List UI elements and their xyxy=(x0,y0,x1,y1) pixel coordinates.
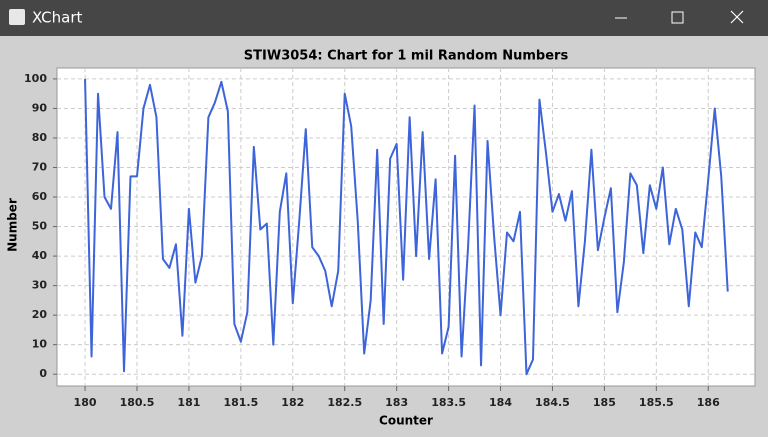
x-tick-label: 183.5 xyxy=(431,396,466,409)
y-tick-label: 0 xyxy=(39,367,47,380)
y-tick-label: 50 xyxy=(32,220,48,233)
app-icon xyxy=(9,9,25,25)
y-tick-label: 60 xyxy=(32,190,48,203)
x-tick-label: 180.5 xyxy=(120,396,155,409)
x-axis-title: Counter xyxy=(379,414,433,428)
y-tick-label: 40 xyxy=(32,249,48,262)
maximize-button[interactable] xyxy=(671,11,684,24)
x-tick-label: 181 xyxy=(177,396,200,409)
y-tick-label: 100 xyxy=(24,72,47,85)
x-tick-label: 185 xyxy=(593,396,616,409)
y-tick-label: 80 xyxy=(32,131,48,144)
close-button[interactable] xyxy=(730,10,744,24)
y-tick-label: 70 xyxy=(32,161,48,174)
x-tick-label: 182 xyxy=(281,396,304,409)
x-tick-label: 184 xyxy=(489,396,512,409)
title-bar xyxy=(0,0,768,36)
data-line xyxy=(84,78,729,376)
y-tick-label: 20 xyxy=(32,308,48,321)
x-tick-label: 186 xyxy=(697,396,720,409)
x-tick-label: 185.5 xyxy=(639,396,674,409)
window-title: XChart xyxy=(32,9,83,27)
x-tick-label: 182.5 xyxy=(327,396,362,409)
x-tick-label: 180 xyxy=(74,396,97,409)
y-tick-label: 30 xyxy=(32,279,48,292)
y-tick-label: 10 xyxy=(32,338,48,351)
x-tick-label: 184.5 xyxy=(535,396,570,409)
chart-title: STIW3054: Chart for 1 mil Random Numbers xyxy=(244,49,569,64)
y-tick-label: 90 xyxy=(32,101,48,114)
y-axis-title: Number xyxy=(6,198,20,252)
x-tick-label: 183 xyxy=(385,396,408,409)
x-tick-label: 181.5 xyxy=(223,396,258,409)
